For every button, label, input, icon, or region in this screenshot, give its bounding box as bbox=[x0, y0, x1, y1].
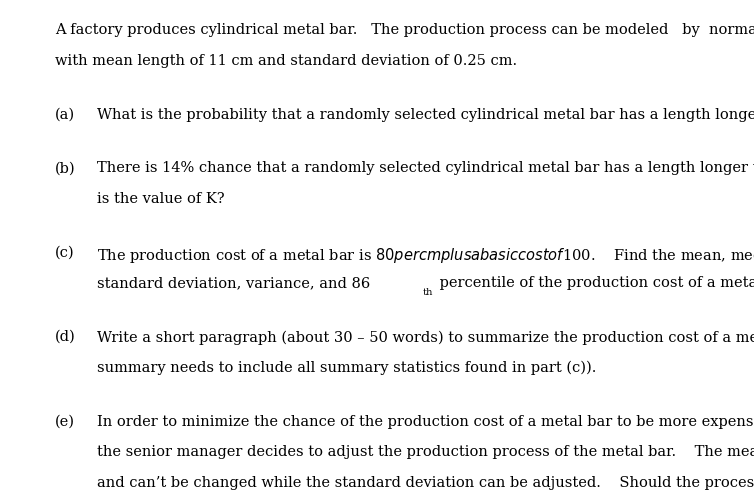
Text: with mean length of 11 cm and standard deviation of 0.25 cm.: with mean length of 11 cm and standard d… bbox=[55, 54, 517, 68]
Text: is the value of K?: is the value of K? bbox=[97, 192, 225, 206]
Text: There is 14% chance that a randomly selected cylindrical metal bar has a length : There is 14% chance that a randomly sele… bbox=[97, 161, 754, 175]
Text: What is the probability that a randomly selected cylindrical metal bar has a len: What is the probability that a randomly … bbox=[97, 108, 754, 122]
Text: Write a short paragraph (about 30 – 50 words) to summarize the production cost o: Write a short paragraph (about 30 – 50 w… bbox=[97, 330, 754, 344]
Text: (a): (a) bbox=[55, 108, 75, 122]
Text: summary needs to include all summary statistics found in part (c)).: summary needs to include all summary sta… bbox=[97, 361, 596, 375]
Text: (b): (b) bbox=[55, 161, 75, 175]
Text: (d): (d) bbox=[55, 330, 76, 344]
Text: and can’t be changed while the standard deviation can be adjusted.    Should the: and can’t be changed while the standard … bbox=[97, 476, 754, 490]
Text: th: th bbox=[423, 288, 434, 297]
Text: (c): (c) bbox=[55, 246, 75, 260]
Text: the senior manager decides to adjust the production process of the metal bar.   : the senior manager decides to adjust the… bbox=[97, 445, 754, 459]
Text: standard deviation, variance, and 86: standard deviation, variance, and 86 bbox=[97, 277, 370, 290]
Text: (e): (e) bbox=[55, 415, 75, 429]
Text: percentile of the production cost of a metal bar.: percentile of the production cost of a m… bbox=[435, 277, 754, 290]
Text: The production cost of a metal bar is $80 per cm plus a basic cost of $100.    F: The production cost of a metal bar is $8… bbox=[97, 246, 754, 265]
Text: A factory produces cylindrical metal bar.   The production process can be modele: A factory produces cylindrical metal bar… bbox=[55, 23, 754, 37]
Text: In order to minimize the chance of the production cost of a metal bar to be more: In order to minimize the chance of the p… bbox=[97, 415, 754, 429]
